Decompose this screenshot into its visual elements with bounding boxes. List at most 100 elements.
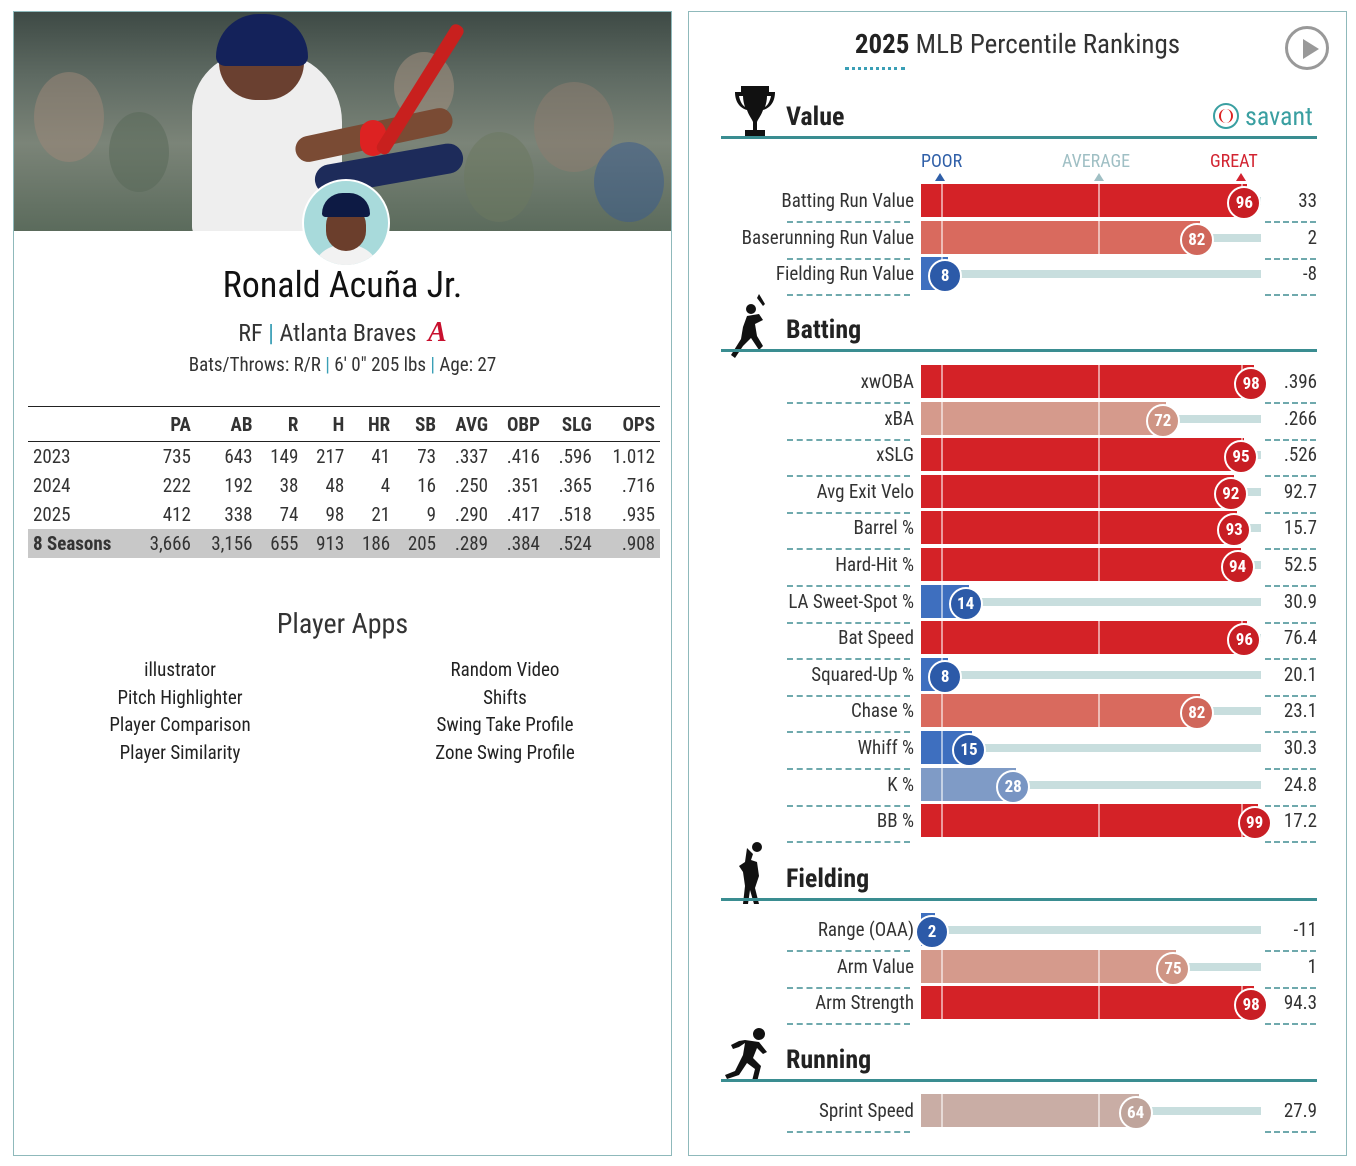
metric-label: xBA (884, 406, 914, 430)
reference-line (1098, 220, 1100, 254)
stat-cell: .716 (621, 474, 655, 497)
metric-label: K % (887, 772, 914, 796)
row-divider (1265, 511, 1316, 514)
team-name[interactable]: Atlanta Braves (279, 319, 417, 347)
stat-cell: 412 (162, 503, 191, 526)
metric-row[interactable]: Arm Strength 98 94.3 (689, 985, 1346, 1026)
play-icon[interactable] (1285, 26, 1329, 70)
app-link-illustrator[interactable]: illustrator (144, 658, 216, 681)
scale-great-label: GREAT (1210, 151, 1258, 172)
rankings-year: 2025 (854, 28, 910, 60)
metric-row[interactable]: Arm Value 75 1 (689, 949, 1346, 989)
metric-value: 92.7 (1283, 479, 1317, 503)
stat-cell: .596 (558, 445, 592, 468)
metric-label: Arm Strength (815, 991, 914, 1015)
metric-row[interactable]: Batting Run Value 96 33 (689, 183, 1346, 223)
reference-line (1098, 1094, 1100, 1127)
metric-value: 30.3 (1283, 736, 1317, 759)
row-divider (787, 621, 910, 624)
row-divider (787, 658, 910, 661)
metric-label: Whiff % (857, 736, 914, 759)
stat-cell: 21 (371, 503, 391, 526)
app-link-random-video[interactable]: Random Video (450, 658, 560, 681)
metric-row[interactable]: BB % 99 17.2 (689, 803, 1346, 844)
percentile-bubble: 99 (1237, 806, 1272, 841)
app-link-player-comparison[interactable]: Player Comparison (109, 713, 251, 736)
percentile-bubble: 98 (1234, 367, 1269, 401)
reference-line (941, 949, 943, 983)
year-select-underline[interactable] (845, 67, 905, 70)
metric-row[interactable]: xSLG 95 .526 (689, 437, 1346, 478)
metric-label: Sprint Speed (818, 1099, 914, 1122)
reference-line (941, 767, 943, 801)
reference-line (941, 365, 943, 398)
percentile-bubble: 64 (1118, 1096, 1153, 1130)
metric-row[interactable]: Bat Speed 96 76.4 (689, 620, 1346, 661)
reference-line (1098, 511, 1100, 545)
row-divider (1265, 986, 1316, 989)
metric-row[interactable]: Sprint Speed 64 27.9 (689, 1093, 1346, 1133)
avatar (302, 179, 390, 267)
reference-line (1098, 694, 1100, 728)
metric-row[interactable]: Range (OAA) 2 -11 (689, 912, 1346, 952)
row-divider (787, 841, 910, 844)
metric-row[interactable]: Squared-Up % 8 20.1 (689, 657, 1346, 697)
percentile-bar (921, 401, 1166, 435)
stat-cell: 73 (417, 445, 437, 468)
app-link-shifts[interactable]: Shifts (483, 685, 527, 709)
percentile-bubble: 94 (1220, 550, 1255, 584)
metric-value: 15.7 (1283, 516, 1317, 540)
scale-average-label: AVERAGE (1062, 151, 1131, 172)
stats-header (28, 406, 135, 442)
stat-cell: 338 (224, 503, 253, 526)
metric-row[interactable]: Baserunning Run Value 82 2 (689, 220, 1346, 260)
percentile-track (937, 744, 1261, 752)
metric-value: .526 (1283, 443, 1317, 467)
percentile-bubble: 92 (1213, 476, 1248, 511)
stat-cell: 74 (279, 503, 299, 526)
metric-label: Range (OAA) (817, 918, 914, 941)
metric-label: Arm Value (836, 954, 914, 978)
batter-icon (731, 294, 765, 358)
section-title-value: Value (786, 102, 845, 132)
metric-row[interactable]: LA Sweet-Spot % 14 30.9 (689, 584, 1346, 624)
metric-row[interactable]: Avg Exit Velo 92 92.7 (689, 474, 1346, 514)
metric-value: 27.9 (1283, 1099, 1317, 1122)
reference-line (941, 584, 943, 618)
percentile-bubble: 93 (1217, 513, 1252, 548)
row-divider (787, 221, 910, 223)
percentile-bubble: 96 (1227, 623, 1262, 658)
percentile-bubble: 95 (1224, 440, 1258, 475)
reference-line (1098, 438, 1100, 472)
percentile-bubble: 8 (928, 259, 963, 294)
percentile-track (937, 597, 1261, 606)
player-apps-left: illustrator Pitch Highlighter Player Com… (30, 656, 330, 766)
metric-value: .266 (1283, 406, 1317, 430)
reference-line (941, 548, 943, 581)
percentile-bar (921, 804, 1258, 838)
metric-row[interactable]: xwOBA 98 .396 (689, 364, 1346, 404)
app-link-swing-take-profile[interactable]: Swing Take Profile (436, 713, 574, 736)
metric-row[interactable]: Barrel % 93 15.7 (689, 510, 1346, 551)
row-divider (787, 950, 910, 952)
app-link-player-similarity[interactable]: Player Similarity (119, 740, 241, 764)
metric-value: -11 (1293, 918, 1317, 941)
row-divider (787, 475, 910, 478)
section-title-running: Running (786, 1045, 872, 1075)
metric-row[interactable]: Chase % 82 23.1 (689, 693, 1346, 734)
fielder-icon (739, 842, 762, 904)
metric-label: Barrel % (853, 516, 914, 540)
metric-row[interactable]: K % 28 24.8 (689, 767, 1346, 807)
metric-row[interactable]: Whiff % 15 30.3 (689, 730, 1346, 770)
app-link-pitch-highlighter[interactable]: Pitch Highlighter (117, 685, 243, 709)
row-divider (787, 511, 910, 514)
metric-row[interactable]: Hard-Hit % 94 52.5 (689, 547, 1346, 587)
stat-cell: .351 (506, 474, 540, 497)
stat-cell: .908 (596, 529, 660, 558)
metric-row[interactable]: Fielding Run Value 8 -8 (689, 256, 1346, 297)
metric-row[interactable]: xBA 72 .266 (689, 401, 1346, 441)
stat-cell: .290 (454, 503, 488, 526)
app-link-zone-swing-profile[interactable]: Zone Swing Profile (435, 740, 575, 764)
stat-cell: 4 (380, 474, 391, 497)
stat-cell: .365 (558, 474, 592, 497)
